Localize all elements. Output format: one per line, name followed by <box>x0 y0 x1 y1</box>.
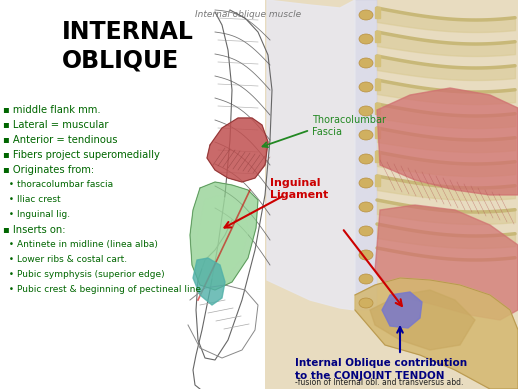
Ellipse shape <box>359 106 373 116</box>
Polygon shape <box>193 258 225 305</box>
Ellipse shape <box>359 178 373 188</box>
Polygon shape <box>375 151 380 162</box>
Polygon shape <box>370 290 475 350</box>
Text: -fusion of Internal obl. and transversus abd.
aponeuroses along pubic crest & po: -fusion of Internal obl. and transversus… <box>295 378 464 389</box>
Ellipse shape <box>359 250 373 260</box>
Text: Internal Oblique contribution
to the CONJOINT TENDON: Internal Oblique contribution to the CON… <box>295 358 467 381</box>
Ellipse shape <box>359 130 373 140</box>
Polygon shape <box>375 103 380 114</box>
Text: INTERNAL: INTERNAL <box>62 20 194 44</box>
Text: OBLIQUE: OBLIQUE <box>62 48 179 72</box>
Text: Internal oblique muscle: Internal oblique muscle <box>195 10 301 19</box>
Text: ▪ Anterior = tendinous: ▪ Anterior = tendinous <box>3 135 118 145</box>
Polygon shape <box>375 7 380 18</box>
FancyBboxPatch shape <box>355 0 377 310</box>
Polygon shape <box>207 118 268 182</box>
Polygon shape <box>190 182 258 290</box>
Text: ▪ Fibers project superomedially: ▪ Fibers project superomedially <box>3 150 160 160</box>
Polygon shape <box>375 79 380 90</box>
Polygon shape <box>375 205 518 320</box>
Text: • Lower ribs & costal cart.: • Lower ribs & costal cart. <box>3 255 127 264</box>
Text: • Inguinal lig.: • Inguinal lig. <box>3 210 70 219</box>
Text: • thoracolumbar fascia: • thoracolumbar fascia <box>3 180 113 189</box>
Polygon shape <box>375 31 380 42</box>
Text: ▪ Inserts on:: ▪ Inserts on: <box>3 225 65 235</box>
Ellipse shape <box>359 82 373 92</box>
Text: • Antinete in midline (linea alba): • Antinete in midline (linea alba) <box>3 240 158 249</box>
Ellipse shape <box>359 34 373 44</box>
Polygon shape <box>377 88 518 195</box>
Polygon shape <box>267 0 355 310</box>
Text: ▪ Originates from:: ▪ Originates from: <box>3 165 94 175</box>
Ellipse shape <box>359 202 373 212</box>
Text: • Pubic crest & beginning of pectineal line: • Pubic crest & beginning of pectineal l… <box>3 285 201 294</box>
Polygon shape <box>382 292 422 328</box>
Ellipse shape <box>359 10 373 20</box>
Text: Thoracolumbar
Fascia: Thoracolumbar Fascia <box>312 115 386 137</box>
Text: ▪ Lateral = muscular: ▪ Lateral = muscular <box>3 120 108 130</box>
Polygon shape <box>197 196 248 278</box>
Ellipse shape <box>359 154 373 164</box>
Text: • Pubic symphysis (superior edge): • Pubic symphysis (superior edge) <box>3 270 165 279</box>
Polygon shape <box>375 175 380 186</box>
Polygon shape <box>375 55 380 66</box>
Ellipse shape <box>359 274 373 284</box>
Ellipse shape <box>359 58 373 68</box>
Text: Inguinal
Ligament: Inguinal Ligament <box>270 178 328 200</box>
FancyBboxPatch shape <box>265 0 518 389</box>
Ellipse shape <box>359 298 373 308</box>
Text: ▪ middle flank mm.: ▪ middle flank mm. <box>3 105 100 115</box>
Text: • Iliac crest: • Iliac crest <box>3 195 61 204</box>
Polygon shape <box>355 278 518 389</box>
Ellipse shape <box>359 226 373 236</box>
Polygon shape <box>375 127 380 138</box>
